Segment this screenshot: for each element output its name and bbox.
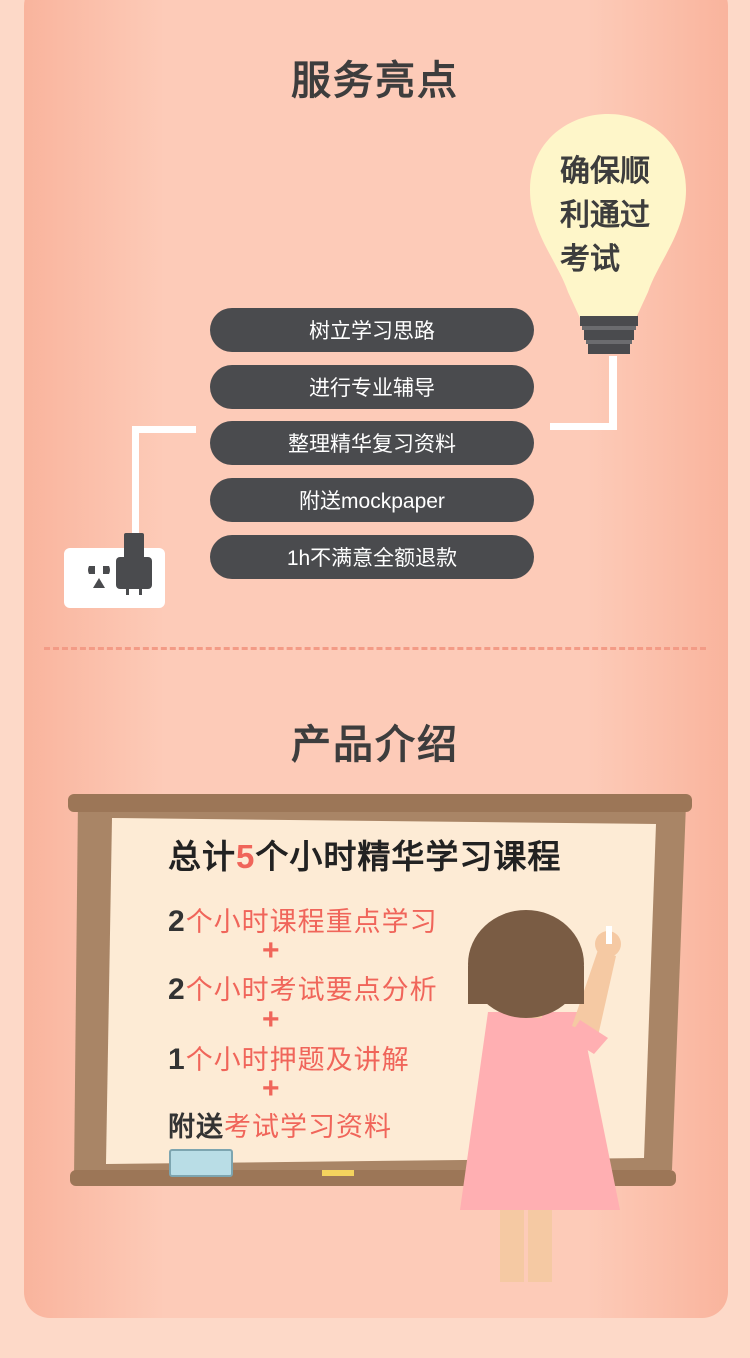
board-title: 总计5个小时精华学习课程 bbox=[168, 830, 561, 878]
course-hours: 2 bbox=[168, 905, 186, 938]
highlight-pill: 进行专业辅导 bbox=[210, 365, 534, 409]
course-line: 2个小时考试要点分析 bbox=[168, 968, 438, 1007]
whiteboard-illustration bbox=[68, 794, 692, 1282]
wire-vertical-left bbox=[132, 426, 139, 536]
wire-horizontal-right bbox=[550, 423, 617, 430]
course-line: 2个小时课程重点学习 bbox=[168, 900, 438, 939]
course-hours: 2 bbox=[168, 973, 186, 1006]
highlight-pill: 整理精华复习资料 bbox=[210, 421, 534, 465]
highlight-pill: 附送mockpaper bbox=[210, 478, 534, 522]
course-desc: 个小时押题及讲解 bbox=[185, 1045, 410, 1075]
plug-icon bbox=[116, 533, 152, 595]
course-desc: 个小时考试要点分析 bbox=[185, 975, 438, 1005]
socket-holes-icon bbox=[88, 566, 110, 588]
course-line: 1个小时押题及讲解 bbox=[168, 1038, 410, 1077]
board-title-number: 5 bbox=[236, 838, 256, 875]
bulb-line: 确保顺 bbox=[560, 155, 650, 188]
wire-horizontal-left bbox=[132, 426, 196, 433]
bulb-line: 利通过 bbox=[560, 199, 650, 232]
bulb-line: 考试 bbox=[560, 243, 620, 276]
board-title-pre: 总计 bbox=[168, 838, 236, 875]
plus-sign: + bbox=[262, 1003, 280, 1036]
lightbulb-icon bbox=[530, 114, 686, 354]
course-desc: 个小时课程重点学习 bbox=[185, 907, 438, 937]
course-desc: 考试学习资料 bbox=[224, 1112, 392, 1142]
course-bonus-label: 附送 bbox=[168, 1112, 224, 1142]
section-divider bbox=[44, 647, 706, 650]
highlight-pill: 1h不满意全额退款 bbox=[210, 535, 534, 579]
highlight-pill: 树立学习思路 bbox=[210, 308, 534, 352]
course-hours: 1 bbox=[168, 1043, 186, 1076]
board-title-post: 个小时精华学习课程 bbox=[255, 838, 562, 875]
bulb-caption: 确保顺 利通过 考试 bbox=[560, 150, 670, 282]
wire-vertical-right bbox=[609, 356, 617, 430]
section-title-highlights: 服务亮点 bbox=[291, 59, 459, 103]
plus-sign: + bbox=[262, 934, 280, 967]
section-title-product: 产品介绍 bbox=[291, 723, 459, 767]
course-line: 附送考试学习资料 bbox=[168, 1105, 392, 1144]
plus-sign: + bbox=[262, 1072, 280, 1105]
